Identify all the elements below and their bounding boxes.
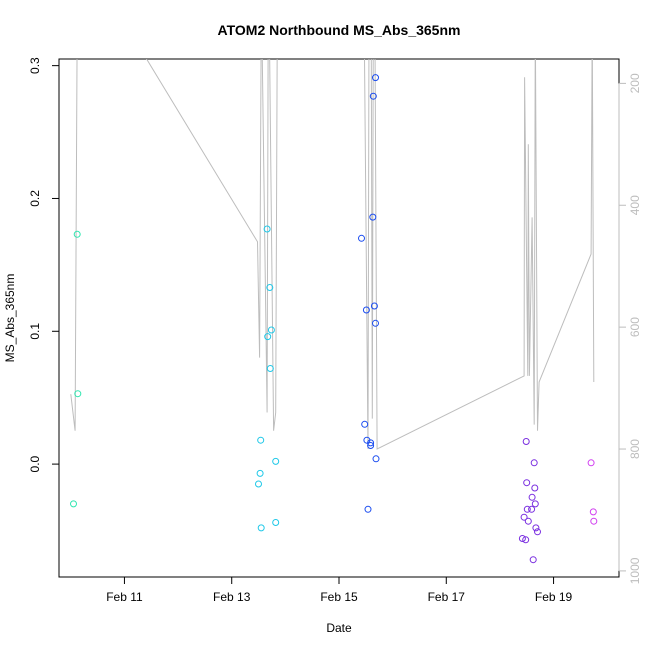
data-point [523, 505, 531, 513]
y-tick-label: 0.2 [28, 190, 42, 207]
data-point [528, 493, 536, 501]
data-point [256, 469, 264, 477]
data-point [74, 390, 82, 398]
data-point [372, 319, 379, 327]
data-point [369, 92, 377, 100]
y-tick-label: 0.3 [28, 57, 42, 74]
data-point [264, 333, 272, 341]
data-point [367, 442, 375, 449]
data-point [255, 480, 262, 488]
data-point [266, 284, 274, 291]
data-point [267, 326, 275, 334]
data-point [372, 74, 379, 82]
x-axis: Feb 11 Feb 13 Feb 15 Feb 17 Feb 19 [106, 576, 573, 604]
y2-tick-label: 1000 [628, 557, 642, 584]
data-point [530, 459, 538, 467]
data-point [518, 535, 526, 542]
data-point [263, 225, 271, 233]
data-point [524, 517, 532, 525]
points-layer [70, 74, 598, 564]
data-point [358, 234, 365, 242]
data-point [372, 455, 380, 463]
x-tick-label: Feb 19 [535, 590, 573, 604]
y2-tick-label: 800 [628, 439, 642, 459]
data-point [589, 508, 597, 516]
data-point [272, 519, 280, 526]
data-point [369, 213, 377, 221]
data-point [587, 459, 595, 467]
secondary-series-line [70, 59, 595, 450]
chart-title: ATOM2 Northbound MS_Abs_365nm [218, 22, 461, 38]
data-point [257, 436, 265, 444]
data-point [531, 484, 539, 492]
y-tick-label: 0.0 [28, 455, 42, 472]
data-point [528, 505, 536, 513]
data-point [522, 536, 530, 544]
data-point [522, 438, 530, 445]
data-point [362, 306, 370, 314]
data-point [370, 302, 378, 310]
y2-tick-label: 600 [628, 317, 642, 337]
data-point [529, 556, 537, 564]
data-point [272, 457, 280, 465]
data-point [523, 479, 531, 487]
data-point [266, 365, 274, 372]
x-axis-label: Date [326, 621, 352, 635]
data-point [257, 524, 265, 532]
data-point [534, 528, 541, 536]
data-point [361, 420, 369, 428]
data-point [532, 524, 540, 532]
y-axis: 0.0 0.1 0.2 0.3 [28, 57, 60, 472]
x-tick-label: Feb 11 [106, 590, 143, 604]
data-point [531, 500, 539, 508]
y2-tick-label: 200 [628, 73, 642, 93]
y-tick-label: 0.1 [28, 323, 42, 340]
data-point [364, 505, 372, 513]
data-point [590, 517, 598, 525]
secondary-series-layer [70, 59, 595, 450]
y2-tick-label: 400 [628, 195, 642, 215]
x-tick-label: Feb 17 [428, 590, 466, 604]
y2-axis: 200 400 600 800 1000 [618, 73, 642, 584]
data-point [70, 500, 77, 508]
data-point [520, 513, 528, 521]
x-tick-label: Feb 15 [320, 590, 358, 604]
x-tick-label: Feb 13 [213, 590, 251, 604]
y-axis-label: MS_Abs_365nm [3, 274, 17, 363]
data-point [367, 439, 375, 447]
data-point [73, 230, 81, 238]
